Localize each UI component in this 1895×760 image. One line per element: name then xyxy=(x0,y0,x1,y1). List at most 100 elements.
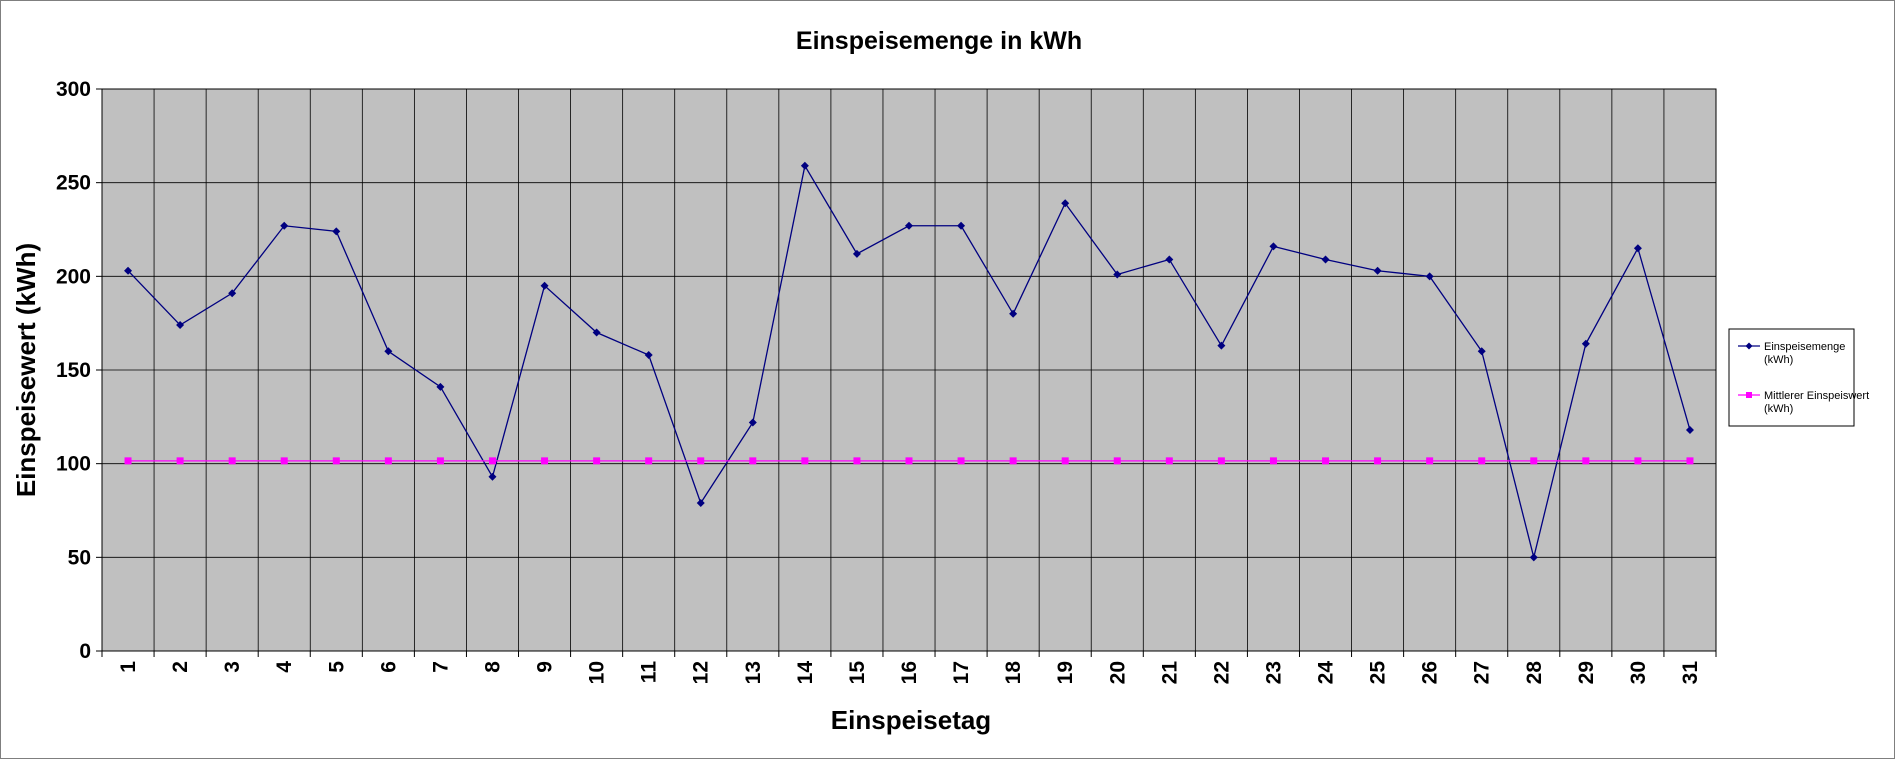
data-point xyxy=(1061,199,1070,208)
legend-entries: Einspeisemenge(kWh)Mittlerer Einspeiswer… xyxy=(1738,341,1869,415)
series-1 xyxy=(124,161,1694,562)
data-point xyxy=(332,227,341,236)
x-tick-label: 6 xyxy=(377,661,400,673)
legend-label: Einspeisemenge xyxy=(1764,341,1845,353)
data-point xyxy=(280,457,288,465)
series-2 xyxy=(124,457,1694,465)
x-tick-label: 9 xyxy=(534,661,557,673)
y-tick-label: 50 xyxy=(68,546,91,569)
y-tick-label: 250 xyxy=(56,172,91,195)
x-tick-label: 20 xyxy=(1106,661,1129,684)
data-point xyxy=(592,328,601,337)
data-point xyxy=(1634,457,1642,465)
data-point xyxy=(1477,347,1486,356)
data-point xyxy=(852,249,861,258)
x-tick-label: 19 xyxy=(1054,661,1077,684)
data-point xyxy=(644,351,653,360)
data-point xyxy=(748,418,757,427)
data-point xyxy=(1582,457,1590,465)
y-tick-label: 300 xyxy=(56,78,91,101)
data-point xyxy=(905,221,913,230)
data-point xyxy=(228,289,237,298)
data-point xyxy=(1425,272,1434,281)
data-point xyxy=(800,161,809,170)
data-point xyxy=(1633,244,1642,253)
data-point xyxy=(1374,457,1382,465)
data-point xyxy=(541,457,549,465)
legend-swatch-marker xyxy=(1746,392,1752,398)
x-tick-label: 8 xyxy=(481,661,504,673)
legend-entry: Mittlerer Einspeiswert(kWh) xyxy=(1738,390,1869,415)
chart-title: Einspeisemenge in kWh xyxy=(796,27,1082,55)
data-point xyxy=(176,321,185,330)
gridlines xyxy=(102,89,1716,651)
data-point xyxy=(1529,553,1538,562)
data-point xyxy=(1165,255,1174,264)
x-tick-label: 25 xyxy=(1367,661,1390,685)
x-tick-label: 27 xyxy=(1471,661,1494,684)
x-tick-label: 2 xyxy=(169,661,192,673)
x-tick-label: 15 xyxy=(846,661,869,685)
x-tick-label: 18 xyxy=(1002,661,1025,685)
legend-label: (kWh) xyxy=(1764,403,1793,415)
data-point xyxy=(1217,457,1225,465)
data-point xyxy=(697,457,705,465)
data-point xyxy=(384,347,393,356)
x-tick-label: 21 xyxy=(1158,661,1181,685)
x-tick-label: 16 xyxy=(898,661,921,684)
x-tick-label: 5 xyxy=(325,661,348,673)
data-point xyxy=(280,221,289,230)
data-point xyxy=(228,457,236,465)
x-tick-label: 24 xyxy=(1315,661,1338,685)
data-point xyxy=(488,472,497,481)
data-point xyxy=(1530,457,1538,465)
x-tick-label: 12 xyxy=(690,661,713,684)
data-point xyxy=(1009,309,1018,318)
data-point xyxy=(957,457,965,465)
data-point xyxy=(645,457,653,465)
data-point xyxy=(1686,457,1694,465)
data-point xyxy=(957,221,966,230)
data-point xyxy=(124,266,133,275)
legend-label: Mittlerer Einspeiswert xyxy=(1764,390,1869,402)
data-point xyxy=(1269,242,1278,251)
data-point xyxy=(749,457,757,465)
data-point xyxy=(1373,266,1382,275)
legend: Einspeisemenge(kWh)Mittlerer Einspeiswer… xyxy=(1728,328,1869,427)
data-point xyxy=(488,457,496,465)
y-tick-label: 200 xyxy=(56,265,91,288)
x-tick-label: 13 xyxy=(742,661,765,684)
data-point xyxy=(853,457,861,465)
data-point xyxy=(1113,457,1121,465)
data-point xyxy=(1269,457,1277,465)
legend-label: (kWh) xyxy=(1764,354,1793,366)
x-tick-label: 7 xyxy=(429,661,452,673)
data-point xyxy=(540,281,549,290)
x-axis: 1 2 3 4 5 6 7 8 9 10 11 12 13 14 15 16 17 18 19 20 21 22 23 24 2… xyxy=(101,651,1717,685)
data-point xyxy=(1061,457,1069,465)
y-tick-label: 100 xyxy=(56,453,91,476)
data-point xyxy=(332,457,340,465)
data-point xyxy=(1009,457,1017,465)
data-point xyxy=(1113,270,1122,279)
x-tick-label: 23 xyxy=(1262,661,1285,684)
x-tick-label: 14 xyxy=(794,661,817,685)
y-axis-title: Einspeisewert (kWh) xyxy=(11,243,41,497)
x-tick-label: 10 xyxy=(586,661,609,684)
data-point xyxy=(1581,339,1590,348)
data-point xyxy=(1426,457,1434,465)
data-point xyxy=(436,457,444,465)
x-tick-label: 31 xyxy=(1679,661,1702,685)
data-point xyxy=(1165,457,1173,465)
data-point xyxy=(1478,457,1486,465)
data-point xyxy=(801,457,809,465)
data-point xyxy=(1217,341,1226,350)
x-tick-label: 4 xyxy=(273,661,296,673)
legend-entry: Einspeisemenge(kWh) xyxy=(1738,341,1845,366)
data-point xyxy=(436,382,445,391)
x-axis-title: Einspeisetag xyxy=(831,705,991,735)
data-point xyxy=(1685,425,1694,434)
plot-area xyxy=(101,88,1717,652)
